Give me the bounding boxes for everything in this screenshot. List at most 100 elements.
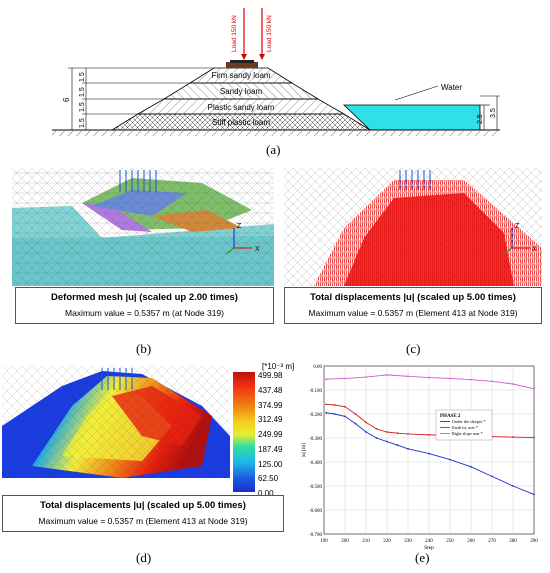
layer-label-sandy-loam: Sandy loam <box>220 87 263 96</box>
x-tick-label: 230 <box>404 539 412 544</box>
y-axis-label: |u| [m] <box>301 443 307 457</box>
series-point <box>386 373 388 376</box>
panel-b-title: Deformed mesh |u| (scaled up 2.00 times) <box>51 292 238 303</box>
series-point <box>449 458 451 461</box>
series-point <box>407 447 409 450</box>
layer-firm-sandy-loam <box>188 67 294 84</box>
series-point <box>428 376 430 379</box>
y-tick-label: -0.300 <box>309 437 322 442</box>
y-tick-label: -0.200 <box>309 413 322 418</box>
y-tick-label: -0.600 <box>309 509 322 514</box>
dim-seg-2: 1.5 <box>79 87 86 97</box>
series-point <box>533 436 535 439</box>
svg-text:X: X <box>532 246 537 253</box>
y-tick-label: -0.100 <box>309 389 322 394</box>
colorbar-tick: 499.98 <box>258 371 283 380</box>
colorbar-tick: 0.00 <box>258 489 274 498</box>
x-tick-label: 240 <box>425 539 433 544</box>
load-label-right: Load 150 kN <box>266 15 273 52</box>
contour-model <box>2 366 230 478</box>
series-point <box>512 436 514 438</box>
colorbar <box>233 372 255 492</box>
series-point <box>344 415 346 418</box>
panel-c-info-box: Total displacements |u| (scaled up 5.00 … <box>284 287 542 324</box>
series-point <box>386 440 388 443</box>
series-point <box>407 375 409 378</box>
displacement-vectors-model: Z X <box>284 168 542 286</box>
series-point <box>354 422 357 425</box>
panel-b-max-value: Maximum value = 0.5357 m (at Node 319) <box>65 308 224 318</box>
load-arrows-b <box>119 170 157 192</box>
colorbar-tick: 437.48 <box>258 385 283 395</box>
dim-seg-3: 1.5 <box>79 102 86 112</box>
series-point <box>470 378 472 381</box>
dim-water-b: 3.5 <box>490 108 497 118</box>
svg-text:Z: Z <box>515 223 520 230</box>
series-point <box>396 444 399 447</box>
series-point <box>365 376 367 378</box>
x-tick-label: 270 <box>488 539 496 544</box>
series-point <box>365 421 367 424</box>
layer-label-plastic-sandy-loam: Plastic sandy loam <box>208 103 275 112</box>
y-tick-label: -0.700 <box>309 533 322 538</box>
x-tick-label: 290 <box>530 539 538 544</box>
series-point <box>325 411 327 414</box>
series-point <box>533 493 535 496</box>
colorbar-tick: 187.49 <box>258 444 283 454</box>
deformed-mesh-model: Z X <box>12 168 274 286</box>
right-dimensions <box>480 95 500 130</box>
series-point <box>533 387 535 390</box>
series-point <box>375 427 378 430</box>
series-point <box>428 452 430 455</box>
panel-c-displacement-vectors: Z X <box>284 168 542 286</box>
panel-d-contour <box>2 366 230 478</box>
series-point <box>325 403 327 406</box>
dim-water-a: 2.5 <box>477 114 484 124</box>
x-tick-label: 220 <box>383 539 391 544</box>
colorbar-tick: 125.00 <box>258 459 283 469</box>
x-tick-label: 190 <box>320 539 328 544</box>
colorbar-unit: [*10⁻³ m] <box>262 362 295 371</box>
caption-e: (e) <box>415 550 430 565</box>
panel-d-max-value: Maximum value = 0.5357 m (Element 413 at… <box>38 516 248 526</box>
x-tick-label: 250 <box>446 539 454 544</box>
load-arrows-c <box>399 170 431 190</box>
svg-text:X: X <box>255 246 260 253</box>
y-tick-label: -0.500 <box>309 485 322 490</box>
colorbar-tick: 312.49 <box>258 415 283 425</box>
ballast <box>226 62 258 68</box>
caption-a: (a) <box>266 142 281 157</box>
svg-text:Z: Z <box>237 223 242 230</box>
x-tick-label: 260 <box>467 539 475 544</box>
panel-c-title: Total displacements |u| (scaled up 5.00 … <box>310 292 516 303</box>
layer-label-stiff-plastic-loam: Stiff plastic loam <box>212 118 270 127</box>
panel-d-title: Total displacements |u| (scaled up 5.00 … <box>40 500 246 511</box>
caption-c: (c) <box>406 341 421 356</box>
series-point <box>344 405 346 408</box>
displacement-step-chart: 190 200 210 220 230 240 250 260 270 280 290 0.00 -0.… <box>301 365 538 551</box>
colorbar-tick: 62.50 <box>258 474 279 484</box>
embankment-diagram: Load 150 kN Load 150 kN Water Firm sandy… <box>52 8 500 136</box>
panel-d-info-box: Total displacements |u| (scaled up 5.00 … <box>2 495 284 532</box>
series-point <box>512 485 514 487</box>
colorbar-tick: 249.99 <box>258 430 283 439</box>
series-point <box>344 377 346 380</box>
dim-seg-4: 1.5 <box>79 118 86 128</box>
dim-total: 6 <box>62 97 71 102</box>
legend-title: PHASE 2 <box>440 414 461 419</box>
series-point <box>325 378 327 381</box>
series-point <box>407 433 409 435</box>
panel-e-chart: 190 200 210 220 230 240 250 260 270 280 290 0.00 -0.… <box>296 358 546 551</box>
y-tick-label: 0.00 <box>313 365 322 370</box>
series-point <box>375 437 378 439</box>
legend-entry: Under the sleeper * <box>452 419 486 424</box>
legend-box <box>435 409 493 441</box>
panel-a-cross-section: Load 150 kN Load 150 kN Water Firm sandy… <box>0 0 550 165</box>
axis-triad-b: Z X <box>225 223 260 255</box>
layer-label-firm-sandy-loam: Firm sandy loam <box>211 71 270 80</box>
series-point <box>386 431 388 433</box>
series-point <box>333 403 336 406</box>
series-point <box>365 431 367 433</box>
dim-seg-1: 1.5 <box>79 72 86 82</box>
x-axis-label: Step <box>424 545 434 550</box>
